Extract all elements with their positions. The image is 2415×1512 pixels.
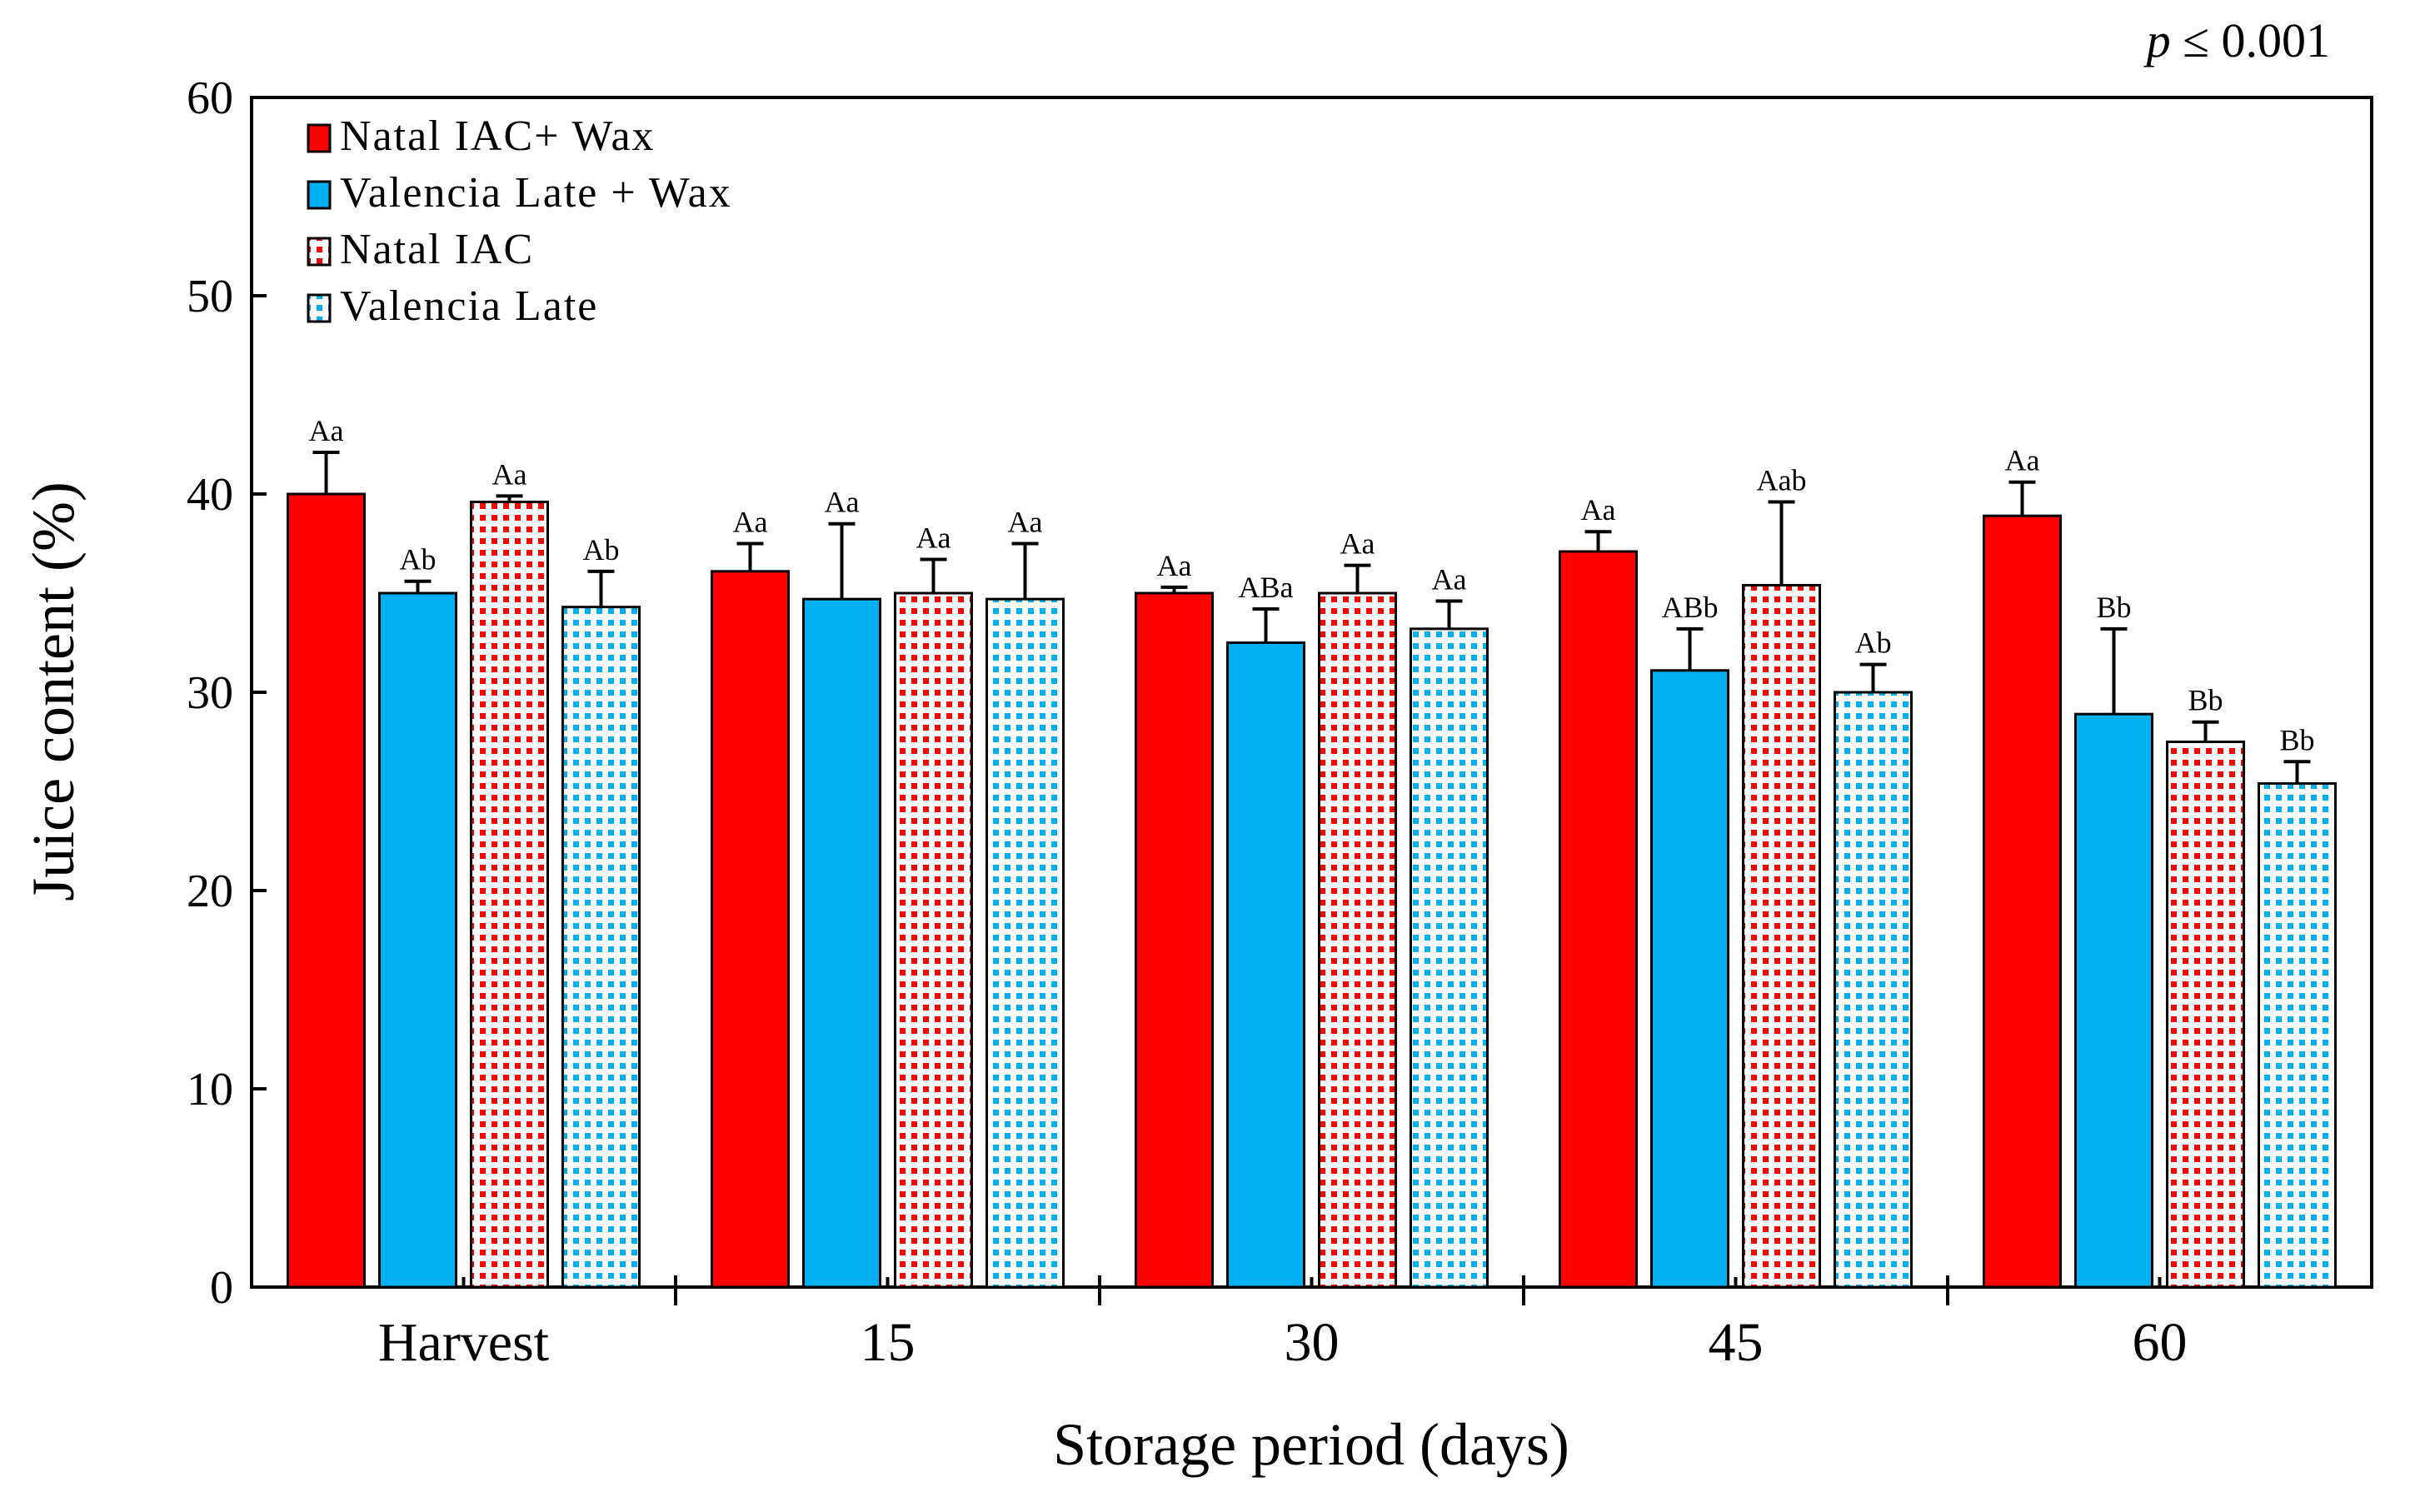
- p-value-annotation: p ≤ 0.001: [2143, 13, 2330, 67]
- legend-swatch: [307, 293, 332, 323]
- y-tick-label: 30: [187, 667, 233, 719]
- bar: [1559, 550, 1638, 1289]
- bar-letter-label: Aa: [492, 457, 527, 491]
- y-tick-label: 0: [210, 1262, 233, 1314]
- bar: [894, 591, 973, 1289]
- bar: [561, 606, 641, 1289]
- legend-label: Natal IAC+ Wax: [340, 112, 656, 160]
- bar-letter-label: Bb: [2096, 591, 2131, 624]
- bar-letter-label: Ab: [400, 543, 437, 576]
- bar-letter-label: ABa: [1239, 571, 1294, 604]
- y-axis: 0 10 20 30 40 50 60: [187, 72, 267, 1314]
- bar-letter-label: Aa: [1432, 563, 1467, 596]
- bar-letter-label: Aa: [1008, 506, 1043, 539]
- bar: [711, 570, 790, 1289]
- legend-label: Valencia Late + Wax: [340, 169, 732, 217]
- bar-letter-label: Bb: [2188, 684, 2223, 717]
- legend-label: Valencia Late: [340, 282, 598, 330]
- bar-letter-label: Aa: [2005, 444, 2040, 477]
- bar-letter-label: Aa: [916, 521, 951, 555]
- bar: [1226, 641, 1305, 1289]
- x-tick-label: 60: [2133, 1312, 2188, 1373]
- bar-letter-label: Bb: [2279, 723, 2314, 756]
- legend-swatch: [307, 180, 332, 210]
- legend-swatch: [307, 237, 332, 267]
- bar-letter-label: Aa: [309, 414, 344, 447]
- bar-letter-label: Aa: [1581, 493, 1616, 526]
- y-tick-label: 50: [187, 271, 233, 322]
- bar-letter-label: ABb: [1661, 591, 1718, 624]
- x-axis: Harvest 15 30 45 60: [378, 1275, 2188, 1373]
- x-tick-label: 15: [861, 1312, 916, 1373]
- x-axis-title: Storage period (days): [1053, 1411, 1569, 1478]
- bar: [2258, 781, 2337, 1289]
- bar: [802, 597, 881, 1289]
- bar: [1834, 691, 1913, 1289]
- y-axis-title: Juice content (%): [20, 482, 87, 901]
- bar-letter-label: Aa: [1157, 549, 1192, 582]
- bar-letter-label: Aab: [1757, 464, 1807, 497]
- bar-letter-labels: Aa Aa Aa Aa Aa Ab Aa ABa ABb Bb Aa Aa Aa Aab Bb Ab Aa Aa A…: [309, 414, 2315, 756]
- y-tick-label: 10: [187, 1064, 233, 1115]
- bar-letter-label: Ab: [583, 533, 620, 566]
- bar-letter-label: Aa: [1340, 527, 1375, 561]
- legend-label: Natal IAC: [340, 226, 534, 273]
- bar: [1983, 514, 2062, 1289]
- bar: [470, 501, 549, 1289]
- bar: [1742, 583, 1821, 1289]
- bar: [2166, 741, 2245, 1289]
- bar: [378, 591, 457, 1289]
- bar: [1135, 591, 1214, 1289]
- bars: [287, 451, 2337, 1289]
- bar-letter-label: Aa: [825, 486, 860, 519]
- bar-letter-label: Aa: [733, 506, 768, 539]
- x-tick-label: 30: [1285, 1312, 1340, 1373]
- bar: [1650, 669, 1729, 1289]
- bar: [2074, 712, 2153, 1289]
- legend-swatch: [307, 123, 332, 153]
- y-tick-label: 20: [187, 866, 233, 917]
- legend: Natal IAC+ Wax Valencia Late + Wax Natal I…: [307, 112, 732, 330]
- x-tick-label: Harvest: [378, 1312, 549, 1373]
- y-tick-label: 40: [187, 469, 233, 521]
- bar: [985, 597, 1065, 1289]
- bar: [1318, 591, 1397, 1289]
- bar-letter-label: Ab: [1855, 626, 1892, 660]
- y-tick-label: 60: [187, 72, 233, 124]
- bar: [1410, 627, 1489, 1289]
- bar: [287, 492, 366, 1289]
- x-tick-label: 45: [1709, 1312, 1764, 1373]
